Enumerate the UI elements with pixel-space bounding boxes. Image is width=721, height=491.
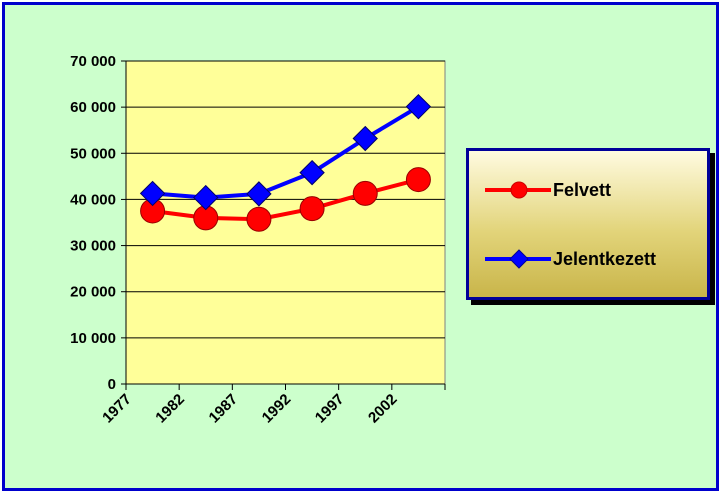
plot-area (125, 60, 446, 385)
y-tick-label: 50 000 (70, 145, 116, 162)
legend-entry-jelentkezett: Jelentkezett (479, 244, 705, 274)
data-point (352, 125, 378, 152)
data-point (299, 159, 325, 186)
data-point (193, 184, 219, 211)
y-tick-label: 30 000 (70, 238, 116, 255)
data-point (246, 181, 272, 207)
x-tick-label: 1997 (312, 391, 348, 427)
data-point (405, 93, 432, 120)
y-tick-label: 40 000 (70, 191, 116, 208)
x-axis: 1977 1982 1987 1992 1997 2002 (99, 383, 446, 427)
data-point (405, 167, 431, 193)
legend-entry-felvett: Felvett (479, 175, 705, 205)
legend-marker-jelentkezett (485, 249, 551, 269)
data-point (139, 180, 166, 207)
y-tick-label: 60 000 (70, 99, 116, 116)
series-felvett (140, 167, 431, 232)
legend-label-felvett: Felvett (553, 180, 612, 200)
gridlines (126, 60, 445, 339)
data-point (246, 206, 272, 232)
y-axis: 0 10 000 20 000 30 000 40 000 50 000 60 000 70 … (70, 53, 127, 393)
y-tick-label: 70 000 (70, 53, 116, 70)
series-group (139, 93, 432, 232)
x-tick-label: 1987 (206, 391, 242, 427)
x-tick-label: 1977 (99, 391, 135, 427)
y-tick-label: 10 000 (70, 330, 116, 347)
y-tick-label: 20 000 (70, 284, 116, 301)
data-point (352, 180, 378, 206)
y-tick-label: 0 (108, 376, 116, 393)
legend-marker-felvett (485, 181, 551, 199)
x-tick-label: 2002 (365, 391, 401, 427)
series-jelentkezett (139, 93, 432, 211)
x-tick-label: 1982 (152, 391, 188, 427)
legend: Felvett Jelentkezett (466, 148, 710, 300)
legend-label-jelentkezett: Jelentkezett (553, 249, 657, 269)
x-tick-label: 1992 (259, 391, 295, 427)
data-point (299, 196, 325, 222)
